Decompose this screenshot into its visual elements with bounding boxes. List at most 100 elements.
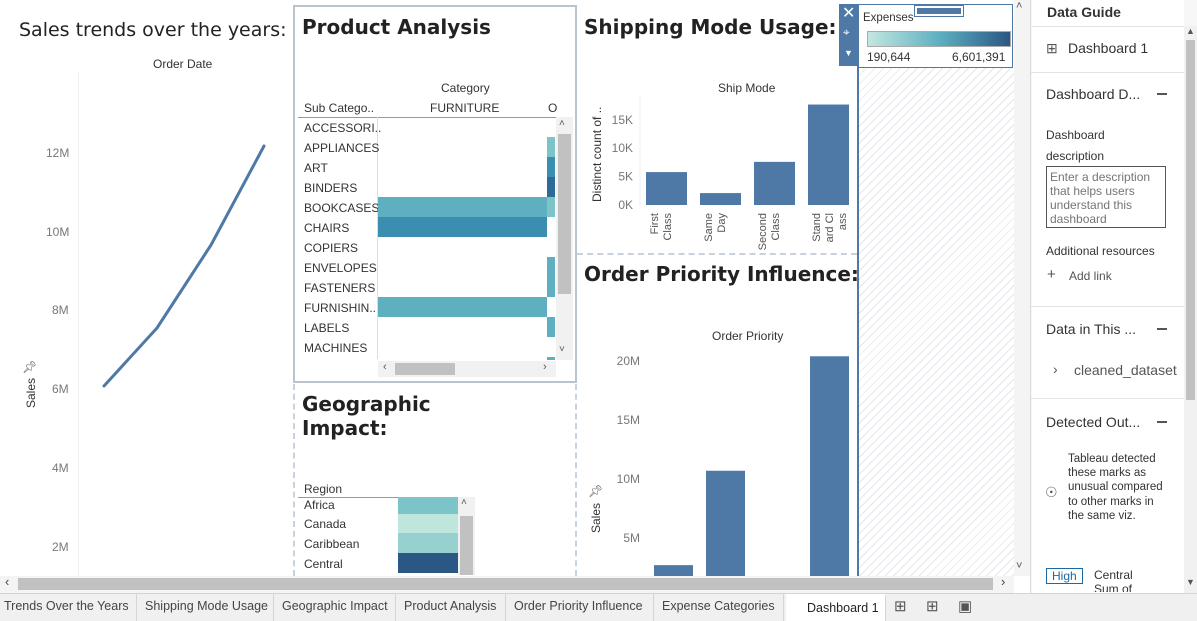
- scroll-thumb[interactable]: [460, 516, 473, 575]
- datasource-name[interactable]: cleaned_dataset: [1074, 362, 1177, 378]
- y-tick-label: 10K: [612, 141, 633, 155]
- legend-min: 190,644: [867, 50, 911, 64]
- tab-expense-categories[interactable]: Expense Categories: [658, 594, 784, 621]
- heat-cell[interactable]: [378, 197, 547, 217]
- outlier-item[interactable]: Central: [1094, 568, 1133, 582]
- collapse-icon[interactable]: [1157, 93, 1167, 95]
- scroll-down-icon[interactable]: ˅: [559, 344, 565, 355]
- collapse-icon[interactable]: [1157, 421, 1167, 423]
- region-heat-cell[interactable]: [398, 514, 458, 533]
- region-heat-cell[interactable]: [398, 497, 458, 514]
- subcategory-row: COPIERS: [304, 241, 359, 255]
- divider: [1032, 26, 1184, 27]
- scroll-right-icon[interactable]: ›: [1001, 574, 1006, 589]
- section-data-header[interactable]: Data in This ...: [1046, 321, 1137, 337]
- y-tick: 6M: [52, 382, 69, 396]
- tab-order-priority-influence[interactable]: Order Priority Influence: [510, 594, 654, 621]
- svg-text:Standard Class: Standard Class: [811, 213, 849, 243]
- description-textarea[interactable]: [1046, 166, 1166, 228]
- svg-text:SameDay: SameDay: [703, 213, 728, 242]
- y-tick: 12M: [46, 146, 70, 160]
- pin-icon[interactable]: 📌︎: [22, 360, 38, 374]
- container-border: [293, 384, 295, 576]
- high-badge: High: [1046, 568, 1083, 584]
- section-description-header[interactable]: Dashboard D...: [1046, 86, 1141, 102]
- heat-cell[interactable]: [547, 137, 555, 157]
- heat-cell[interactable]: [547, 197, 555, 217]
- drag-handle[interactable]: [914, 5, 964, 17]
- order-priority-bar: [654, 565, 693, 576]
- sales-trend-line-chart: [102, 144, 266, 388]
- scroll-left-icon[interactable]: ‹: [383, 361, 387, 373]
- tab-trends-over-the-years[interactable]: Trends Over the Years: [0, 594, 137, 621]
- tab-dashboard-1[interactable]: Dashboard 1: [786, 594, 886, 621]
- y-tick: 8M: [52, 303, 69, 317]
- region-row: Africa: [304, 498, 335, 512]
- legend-max: 6,601,391: [952, 50, 1006, 64]
- new-story-icon[interactable]: ▣: [958, 598, 973, 615]
- y-tick-label: 15M: [617, 413, 640, 427]
- order-priority-title: Order Priority Influence:: [584, 262, 859, 286]
- section-outliers-header[interactable]: Detected Out...: [1046, 414, 1141, 430]
- tab-product-analysis[interactable]: Product Analysis: [400, 594, 506, 621]
- scroll-thumb[interactable]: [558, 134, 571, 294]
- subcategory-row: FURNISHIN..: [304, 301, 376, 315]
- geographic-title-line2: Impact:: [302, 416, 388, 440]
- chevron-right-icon[interactable]: ›: [1053, 361, 1058, 377]
- region-heat-cell[interactable]: [398, 553, 458, 573]
- scroll-down-icon[interactable]: ˅: [1016, 560, 1023, 572]
- product-analysis-title: Product Analysis: [302, 15, 491, 39]
- scroll-left-icon[interactable]: ‹: [5, 574, 10, 589]
- subcategory-row: LABELS: [304, 321, 350, 335]
- scroll-down-icon[interactable]: ▼: [1186, 577, 1195, 587]
- next-column-header: O: [548, 101, 558, 115]
- subcategory-row: BOOKCASES: [304, 201, 380, 215]
- data-guide-content: [1032, 0, 1184, 594]
- scroll-thumb[interactable]: [1186, 40, 1195, 400]
- subcategory-row: APPLIANCES: [304, 141, 380, 155]
- geographic-title-line1: Geographic: [302, 392, 431, 416]
- heat-cell[interactable]: [547, 177, 555, 197]
- heat-cell[interactable]: [378, 217, 547, 237]
- ship-mode-bar: [754, 161, 795, 205]
- heat-cell[interactable]: [547, 257, 555, 297]
- tab-geographic-impact[interactable]: Geographic Impact: [278, 594, 396, 621]
- lightbulb-icon: ☉: [1045, 484, 1058, 500]
- ship-mode-tick-label: Standard Class: [811, 213, 849, 243]
- scroll-up-icon[interactable]: ˄: [559, 118, 565, 129]
- y-tick: 10M: [46, 225, 70, 239]
- close-icon[interactable]: ✕: [842, 5, 856, 22]
- scroll-thumb[interactable]: [395, 363, 455, 375]
- scroll-right-icon[interactable]: ›: [543, 361, 547, 373]
- subcategory-row: BINDERS: [304, 181, 358, 195]
- scroll-up-icon[interactable]: ˄: [461, 497, 467, 508]
- new-worksheet-icon[interactable]: ⊞: [894, 598, 907, 615]
- heat-cell[interactable]: [378, 297, 547, 317]
- y-tick-label: 5M: [623, 531, 640, 545]
- collapse-icon[interactable]: [1157, 328, 1167, 330]
- new-dashboard-icon[interactable]: ⊞: [926, 598, 939, 615]
- sales-trend-line: [102, 144, 266, 388]
- tab-shipping-mode-usage[interactable]: Shipping Mode Usage: [141, 594, 274, 621]
- scroll-thumb[interactable]: [18, 578, 993, 590]
- heat-cell[interactable]: [547, 357, 555, 360]
- hatched-empty-area: [859, 68, 1014, 576]
- dashboard-name[interactable]: Dashboard 1: [1068, 40, 1149, 56]
- svg-text:FirstClass: FirstClass: [649, 213, 674, 241]
- expenses-legend[interactable]: [858, 4, 1013, 68]
- add-icon[interactable]: +: [1047, 266, 1056, 283]
- add-link[interactable]: Add link: [1069, 269, 1112, 283]
- ship-mode-tick-label: SameDay: [703, 213, 728, 242]
- pin-icon[interactable]: ⌖: [843, 25, 850, 39]
- pin-icon[interactable]: 📌︎: [588, 484, 604, 498]
- heat-cell[interactable]: [547, 317, 555, 337]
- region-heat-cell[interactable]: [398, 533, 458, 553]
- more-options-icon[interactable]: ▼: [844, 48, 853, 58]
- heat-cell[interactable]: [547, 157, 555, 177]
- dashboard-vertical-scrollbar[interactable]: [1014, 0, 1030, 576]
- legend-title: Expenses: [863, 12, 914, 24]
- scroll-up-icon[interactable]: ▲: [1186, 26, 1195, 36]
- divider: [1031, 306, 1184, 307]
- scroll-up-icon[interactable]: ˄: [1016, 0, 1023, 12]
- container-border: [575, 384, 577, 576]
